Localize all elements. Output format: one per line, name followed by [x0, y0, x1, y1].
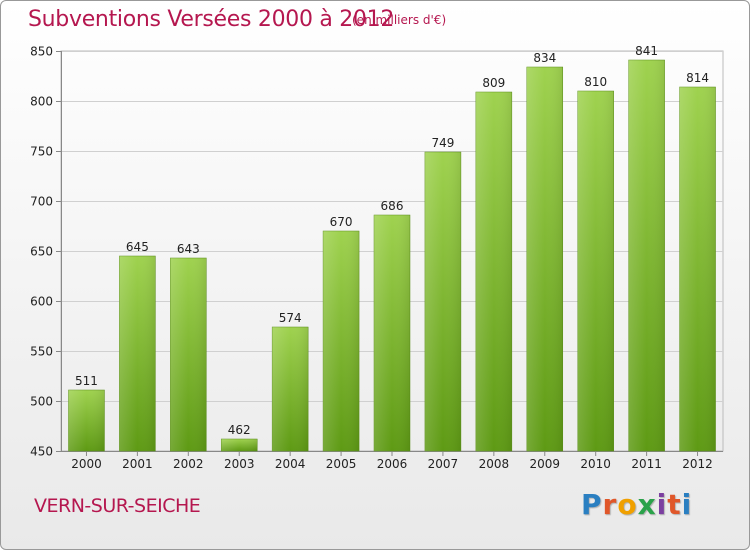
bar-value-label: 841	[635, 44, 658, 58]
place-name: VERN-SUR-SEICHE	[34, 495, 201, 517]
proxiti-logo[interactable]: Proxiti	[581, 488, 692, 521]
y-tick-label: 850	[30, 45, 53, 59]
logo-letter: P	[581, 488, 603, 521]
bar-shine	[272, 327, 309, 451]
bar-shine	[221, 439, 258, 451]
bar-value-label: 643	[177, 242, 200, 256]
x-tick-label: 2011	[631, 457, 662, 471]
x-tick-label: 2003	[224, 457, 255, 471]
bar-value-label: 462	[228, 423, 251, 437]
y-tick-label: 550	[30, 345, 53, 359]
y-tick-label: 500	[30, 395, 53, 409]
chart-title: Subventions Versées 2000 à 2012	[28, 7, 395, 32]
bar-shine	[119, 256, 156, 451]
x-tick-label: 2005	[326, 457, 357, 471]
y-tick-label: 650	[30, 245, 53, 259]
y-tick-label: 750	[30, 145, 53, 159]
bar-shine	[628, 60, 665, 451]
bar-value-label: 814	[686, 71, 709, 85]
chart-subtitle: (en milliers d'€)	[352, 13, 447, 27]
bar-value-label: 749	[431, 136, 454, 150]
bar-value-label: 834	[533, 51, 556, 65]
bar-shine	[170, 258, 207, 451]
y-tick-label: 600	[30, 295, 53, 309]
x-tick-label: 2012	[682, 457, 713, 471]
x-tick-label: 2010	[580, 457, 611, 471]
bar-shine	[475, 92, 512, 451]
bar-value-label: 686	[381, 199, 404, 213]
logo-letter: r	[602, 488, 618, 521]
x-tick-label: 2004	[275, 457, 306, 471]
logo-letter: o	[617, 488, 638, 521]
logo-letter: i	[656, 488, 668, 521]
bar-value-label: 574	[279, 311, 302, 325]
y-tick-label: 450	[30, 445, 53, 459]
logo-letter: i	[681, 488, 693, 521]
bar-shine	[679, 87, 716, 451]
logo-letter: x	[637, 488, 657, 521]
bar-shine	[374, 215, 410, 451]
y-tick-label: 700	[30, 195, 53, 209]
x-tick-label: 2006	[377, 457, 408, 471]
bar-shine	[577, 91, 614, 451]
x-tick-label: 2009	[529, 457, 560, 471]
x-tick-label: 2000	[71, 457, 102, 471]
bar-value-label: 670	[330, 215, 353, 229]
logo-letter: t	[667, 488, 682, 521]
bar-shine	[323, 231, 360, 451]
bar-shine	[526, 67, 563, 451]
x-tick-label: 2008	[479, 457, 510, 471]
bar-shine	[68, 390, 105, 451]
x-tick-label: 2001	[122, 457, 153, 471]
bar-value-label: 511	[75, 374, 98, 388]
y-tick-label: 800	[30, 95, 53, 109]
bar-value-label: 809	[482, 76, 505, 90]
x-tick-label: 2007	[428, 457, 459, 471]
x-tick-label: 2002	[173, 457, 204, 471]
bar-value-label: 810	[584, 75, 607, 89]
bar-value-label: 645	[126, 240, 149, 254]
bar-shine	[424, 152, 461, 451]
